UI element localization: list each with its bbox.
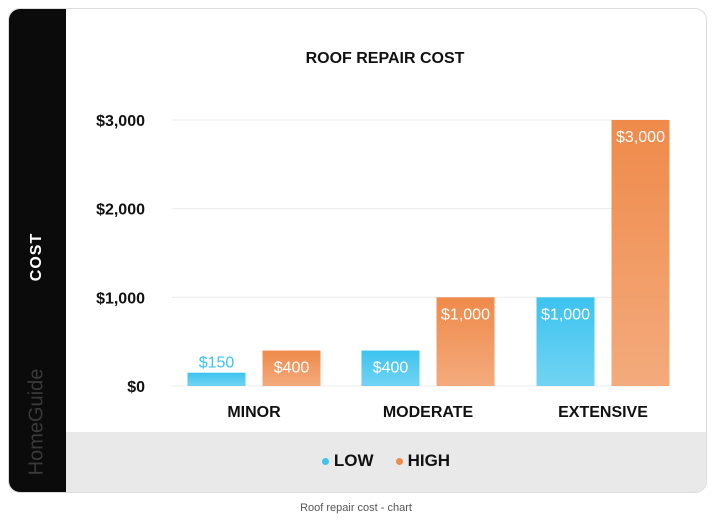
chart-caption: Roof repair cost - chart — [300, 502, 412, 514]
bar-low-extensive — [536, 297, 595, 386]
legend-dot-icon — [395, 457, 403, 465]
chart-card: COST HomeGuide LOW HIGH — [8, 8, 707, 493]
data-label: $400 — [274, 360, 310, 377]
legend-dot-icon — [321, 457, 329, 465]
y-tick-label: $3,000 — [96, 113, 145, 130]
data-label: $400 — [373, 360, 409, 377]
y-tick-label: $0 — [127, 379, 145, 396]
x-tick-label: MODERATE — [383, 404, 474, 421]
bar-high-minor — [262, 350, 321, 386]
legend-item-low: LOW — [321, 451, 374, 471]
legend: LOW HIGH — [66, 451, 706, 471]
legend-label: HIGH — [407, 451, 451, 470]
data-label: $1,000 — [541, 306, 590, 323]
bar-high-extensive — [611, 120, 670, 386]
legend-item-high: HIGH — [395, 451, 451, 471]
data-label: $150 — [199, 355, 235, 372]
legend-label: LOW — [333, 451, 374, 470]
chart-title: ROOF REPAIR COST — [306, 50, 465, 67]
x-tick-label: EXTENSIVE — [558, 404, 648, 421]
side-bar: COST HomeGuide — [9, 9, 66, 492]
bar-low-moderate — [361, 350, 420, 386]
data-label: $3,000 — [616, 129, 665, 146]
legend-band: LOW HIGH — [66, 432, 706, 492]
bar-low-minor — [187, 372, 246, 386]
y-tick-label: $1,000 — [96, 290, 145, 307]
bar-high-moderate — [436, 297, 495, 386]
x-tick-label: MINOR — [227, 404, 281, 421]
y-tick-label: $2,000 — [96, 202, 145, 219]
data-label: $1,000 — [441, 306, 490, 323]
